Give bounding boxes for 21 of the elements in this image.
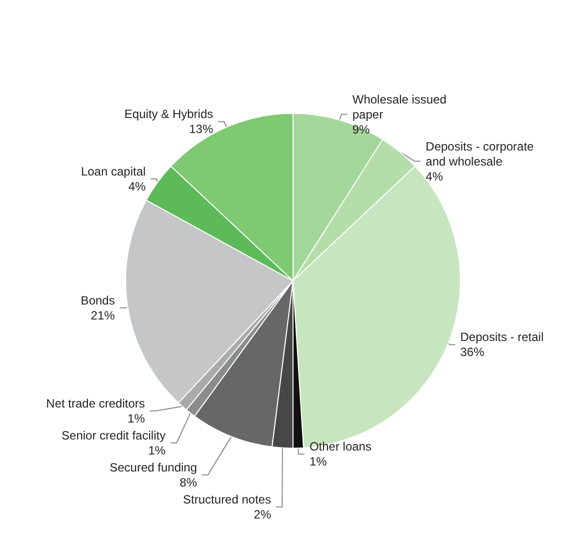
data-label: 4% xyxy=(426,169,444,184)
data-label: 1% xyxy=(309,454,328,469)
data-label: 1% xyxy=(128,411,146,426)
slice-label: Wholesale issued paper xyxy=(352,92,450,122)
data-label: 13% xyxy=(189,122,214,136)
slice-label: Deposits - corporate and wholesale xyxy=(426,139,538,168)
slice-label: Equity & Hybrids xyxy=(124,107,214,122)
data-label: 4% xyxy=(128,179,146,194)
slice-label: Bonds xyxy=(80,293,115,308)
slice-label: Other loans xyxy=(309,440,372,454)
data-label: 8% xyxy=(180,475,198,490)
slice-label: Structured notes xyxy=(183,492,272,506)
data-label: 21% xyxy=(90,308,116,322)
slice-label: Net trade creditors xyxy=(46,396,145,410)
data-label: 1% xyxy=(148,443,166,458)
slice-label: Deposits - retail xyxy=(460,330,544,344)
data-label: 2% xyxy=(254,507,272,522)
data-label: 36% xyxy=(460,345,485,360)
slice-label: Loan capital xyxy=(80,164,146,178)
slice-label: Senior credit facility xyxy=(62,428,166,442)
slice-label: Secured funding xyxy=(110,460,198,474)
